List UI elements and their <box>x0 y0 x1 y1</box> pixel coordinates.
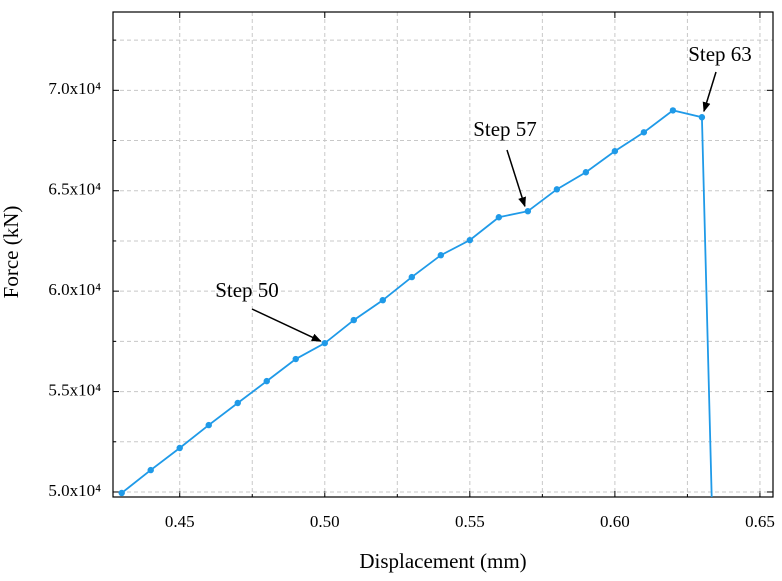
data-point <box>437 252 445 259</box>
y-tick-label: 5.0x10⁴ <box>48 481 101 500</box>
data-point <box>176 444 183 452</box>
data-point <box>466 236 474 244</box>
annotation-text: Step 57 <box>473 117 537 141</box>
data-point <box>292 355 299 363</box>
x-tick-label: 0.55 <box>455 512 485 531</box>
annotation-text: Step 50 <box>215 278 279 302</box>
x-tick-label: 0.45 <box>165 512 195 531</box>
y-tick-label: 6.5x10⁴ <box>48 180 101 199</box>
data-point <box>495 214 503 221</box>
annotation-arrow <box>506 149 526 208</box>
data-point <box>524 208 532 215</box>
data-point <box>263 377 270 385</box>
x-tick-label: 0.60 <box>600 512 630 531</box>
annotation-text: Step 63 <box>688 42 752 66</box>
data-point <box>379 296 387 304</box>
data-point <box>118 489 125 497</box>
data-point <box>611 147 619 155</box>
y-axis-title: Force (kN) <box>0 206 23 299</box>
x-tick-label: 0.65 <box>745 512 775 531</box>
data-point <box>669 107 677 114</box>
y-tick-label: 6.0x10⁴ <box>48 280 101 299</box>
data-point <box>147 466 154 474</box>
x-axis-title: Displacement (mm) <box>359 549 526 573</box>
y-tick-label: 7.0x10⁴ <box>48 79 101 98</box>
annotation-arrow <box>251 308 322 342</box>
plot-frame <box>112 11 774 498</box>
data-point <box>709 509 715 515</box>
data-point <box>582 169 590 176</box>
data-point <box>205 421 212 429</box>
data-point <box>234 399 241 407</box>
y-tick-label: 5.5x10⁴ <box>48 380 101 399</box>
data-point <box>640 129 648 136</box>
data-point <box>350 316 357 324</box>
plot-area <box>118 107 715 515</box>
series-line <box>121 109 713 497</box>
data-point <box>553 186 561 193</box>
x-tick-label: 0.50 <box>310 512 340 531</box>
data-point <box>321 339 328 347</box>
annotation-arrow <box>702 71 717 113</box>
data-point <box>698 114 706 121</box>
data-point <box>408 273 416 281</box>
